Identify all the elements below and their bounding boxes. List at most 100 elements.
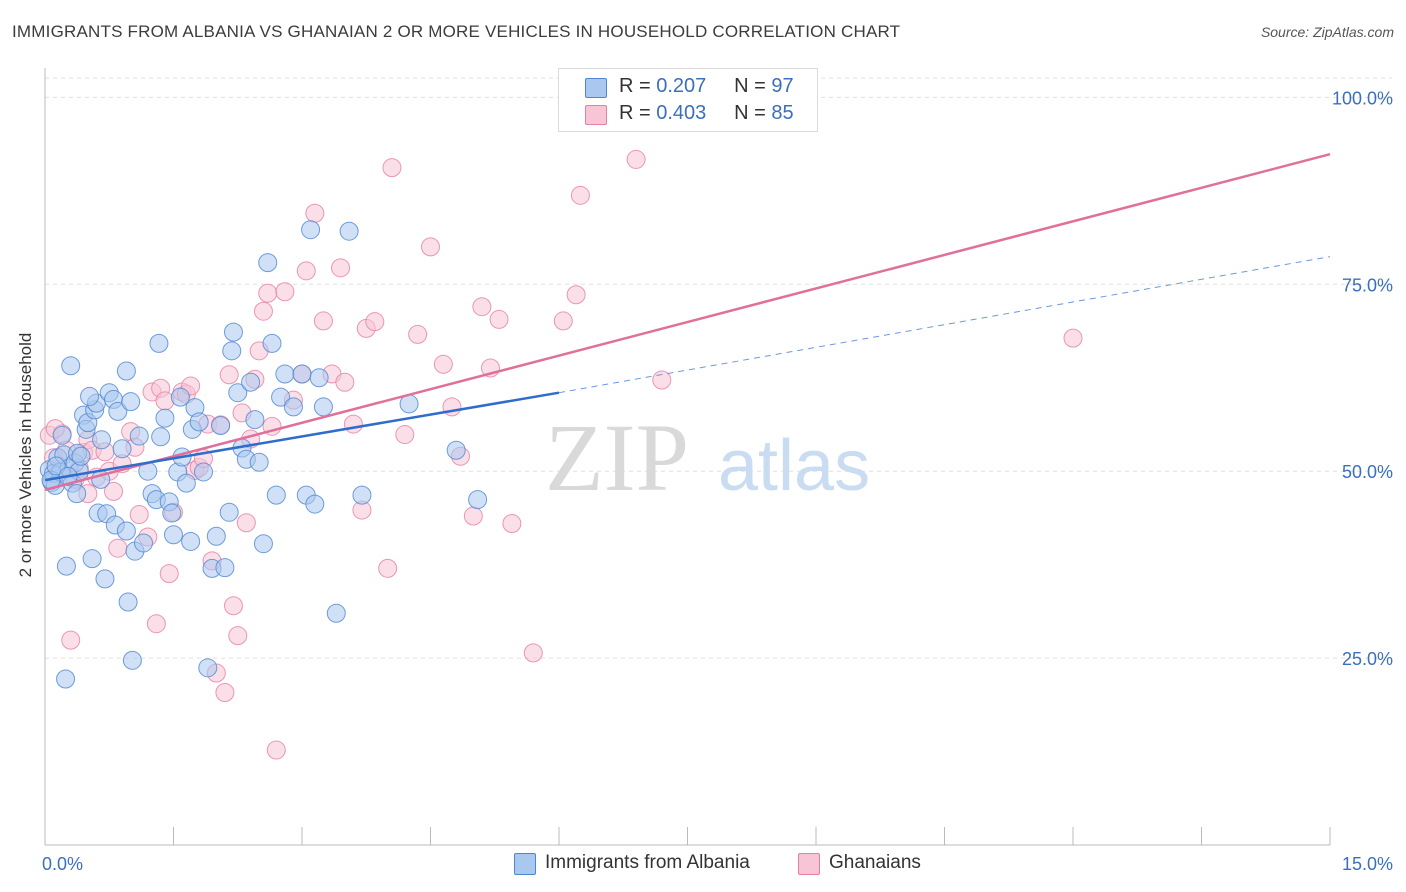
albania-point	[170, 387, 190, 407]
ghana-point	[275, 282, 295, 302]
albania-trend-line	[44, 391, 560, 482]
albania-point	[339, 221, 359, 241]
albania-point	[266, 485, 286, 505]
legend: R = 0.207 N = 97 R = 0.403 N = 85	[558, 68, 818, 132]
albania-point	[151, 427, 171, 447]
albania-point	[352, 485, 372, 505]
source-label: Source: ZipAtlas.com	[1260, 24, 1394, 40]
x-tick-label: 0.0%	[42, 854, 83, 874]
ghana-point	[570, 185, 590, 205]
y-tick-label: 100.0%	[1332, 88, 1393, 108]
ghana-point	[223, 596, 243, 616]
albania-point	[292, 364, 312, 384]
albania-point	[215, 558, 235, 578]
ghana-point	[146, 614, 166, 634]
albania-point	[162, 503, 182, 523]
albania-point	[468, 490, 488, 510]
ghana-point	[489, 309, 509, 329]
trend-lines	[44, 152, 1331, 492]
legend-n-value: 97	[771, 75, 794, 97]
ghana-point	[502, 514, 522, 534]
y-tick-label: 25.0%	[1342, 649, 1393, 669]
tick-labels: 25.0% 50.0% 75.0% 100.0% 0.0% 15.0%	[42, 88, 1393, 874]
albania-point	[258, 253, 278, 273]
bottom-legend-label-ghana: Ghanaians	[829, 852, 921, 873]
ghana-point	[553, 311, 573, 331]
albania-point	[92, 430, 112, 450]
albania-point	[118, 592, 138, 612]
albania-point	[305, 494, 325, 514]
ghana-point	[305, 203, 325, 223]
legend-n-label: N =	[734, 102, 766, 124]
albania-point	[198, 658, 218, 678]
y-axis-label: 2 or more Vehicles in Household	[16, 332, 35, 578]
ghana-point	[104, 481, 124, 501]
ghana-point	[1063, 328, 1083, 348]
legend-r-label: R =	[619, 75, 651, 97]
ghana-point	[626, 149, 646, 169]
albania-point	[275, 364, 295, 384]
albania-point	[223, 322, 243, 342]
legend-n-label: N =	[734, 75, 766, 97]
ghana-point	[129, 505, 149, 525]
ghana-point	[335, 372, 355, 392]
legend-n-value: 85	[771, 102, 794, 124]
albania-point	[52, 425, 72, 445]
albania-point	[313, 397, 333, 417]
chart-title: IMMIGRANTS FROM ALBANIA VS GHANAIAN 2 OR…	[12, 22, 901, 41]
albania-point	[271, 387, 291, 407]
ghana-point	[566, 285, 586, 305]
albania-point	[95, 569, 115, 589]
ghana-point	[159, 564, 179, 584]
ghana-point	[266, 740, 286, 760]
legend-r-value: 0.207	[656, 75, 707, 97]
y-tick-label: 75.0%	[1342, 275, 1393, 295]
albania-point	[181, 531, 201, 551]
ghana-point	[343, 414, 363, 434]
albania-point	[206, 526, 226, 546]
albania-point	[283, 397, 303, 417]
albania-point	[71, 446, 91, 466]
albania-point	[155, 408, 175, 428]
albania-point	[249, 452, 269, 472]
ghana-point	[433, 354, 453, 374]
ghana-point	[523, 643, 543, 663]
ghana-point	[331, 258, 351, 278]
albania-point	[301, 220, 321, 240]
albania-point	[80, 386, 100, 406]
ghana-point	[61, 630, 81, 650]
albania-point	[309, 368, 329, 388]
ghana-point	[219, 365, 239, 385]
albania-point	[46, 456, 66, 476]
ghana-point	[215, 682, 235, 702]
bottom-legend-swatch-ghana	[798, 853, 820, 875]
legend-swatch-ghana	[585, 105, 607, 125]
y-tick-label: 50.0%	[1342, 462, 1393, 482]
albania-trend-extension	[558, 256, 1331, 394]
legend-r-value: 0.403	[656, 102, 707, 124]
albania-point	[116, 361, 136, 381]
watermark-atlas: atlas	[718, 426, 870, 506]
albania-point	[149, 333, 169, 353]
watermark: ZIP atlas	[545, 404, 870, 511]
albania-point	[262, 333, 282, 353]
albania-point	[61, 356, 81, 376]
albania-point	[67, 484, 87, 504]
albania-point	[122, 650, 142, 670]
albania-point	[211, 416, 231, 436]
ghana-point	[296, 261, 316, 281]
ghana-point	[382, 158, 402, 178]
ghana-point	[395, 425, 415, 445]
ghana-point	[421, 237, 440, 257]
albania-point	[176, 473, 196, 493]
albania-point	[82, 549, 102, 569]
ghana-point	[228, 626, 248, 646]
albania-point	[189, 412, 209, 432]
ghana-point	[472, 297, 492, 317]
ghana-point	[313, 311, 333, 331]
albania-point	[121, 392, 141, 412]
legend-r-label: R =	[619, 102, 651, 124]
albania-point	[228, 383, 248, 403]
bottom-legend-swatch-albania	[514, 853, 536, 875]
